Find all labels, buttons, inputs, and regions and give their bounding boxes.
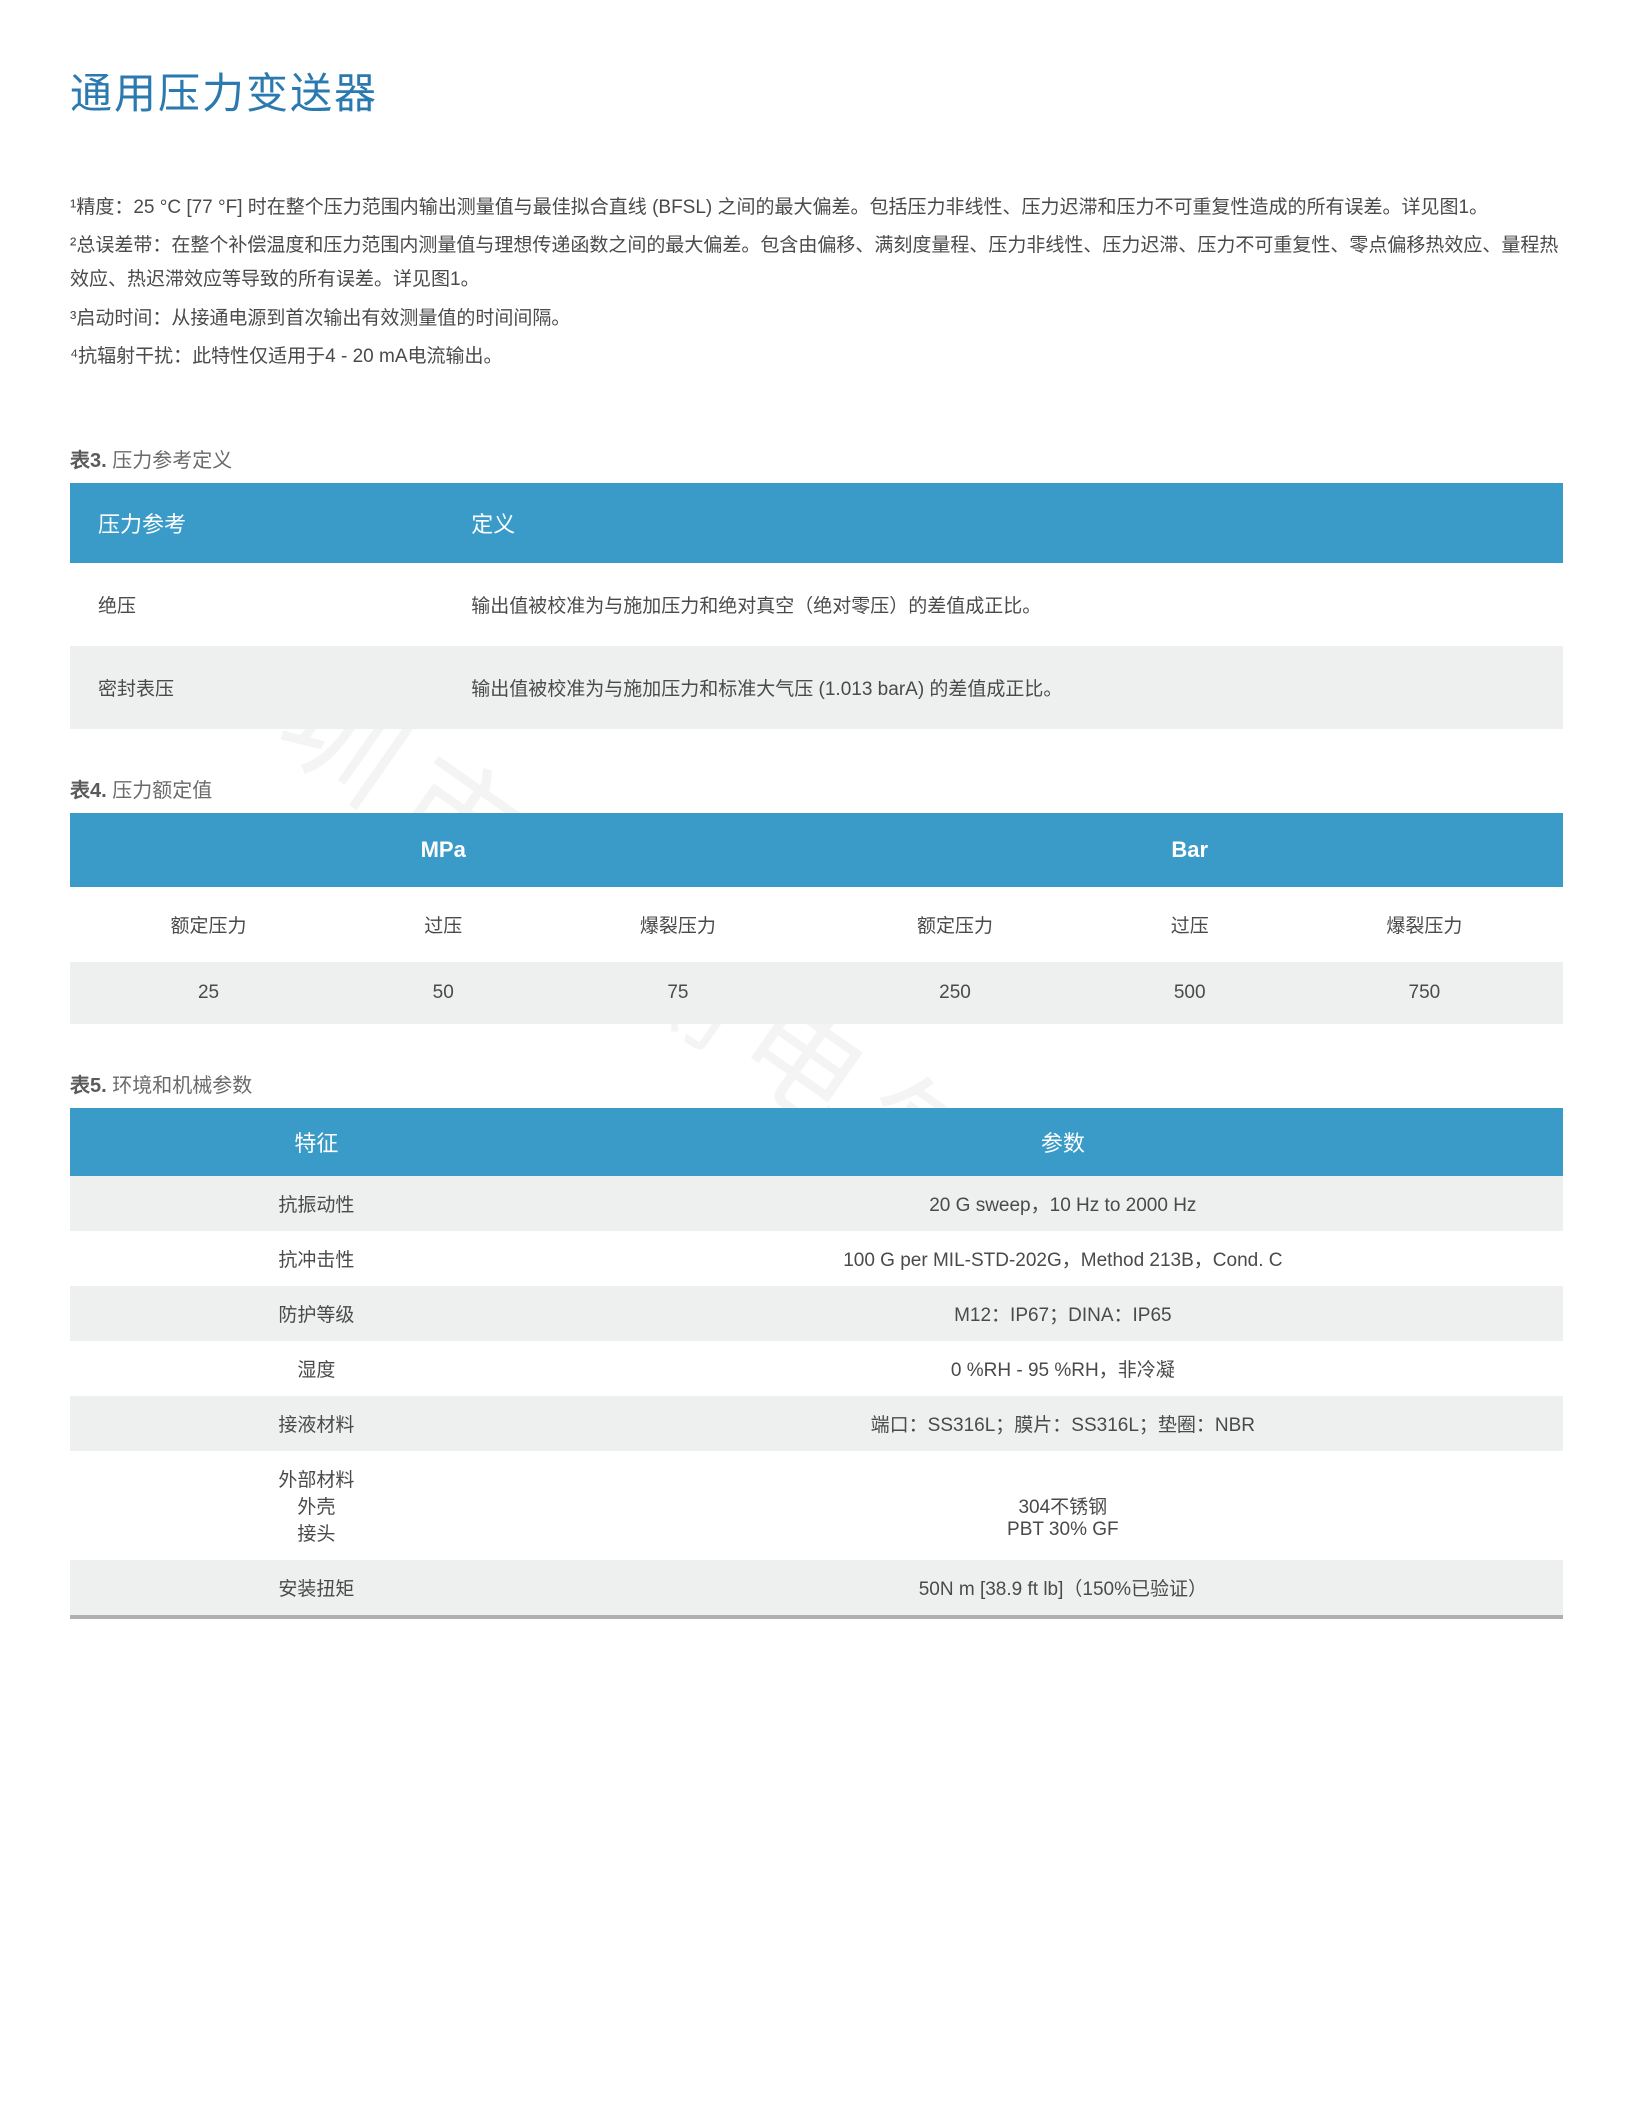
table4-val-0: 25 (70, 962, 347, 1024)
table3-r1-c1: 密封表压 (70, 646, 443, 729)
table5-r6-c2: 50N m [38.9 ft lb]（150%已验证） (563, 1560, 1563, 1617)
note-3: ³启动时间：从接通电源到首次输出有效测量值的时间间隔。 (70, 302, 1563, 336)
table4-val-5: 750 (1286, 962, 1563, 1024)
table4-sub-2: 爆裂压力 (539, 887, 816, 962)
table5-r5-c1-l1: 外部材料 (278, 1470, 354, 1491)
table-row: 接液材料 端口：SS316L；膜片：SS316L；垫圈：NBR (70, 1396, 1563, 1451)
note-2: ²总误差带：在整个补偿温度和压力范围内测量值与理想传递函数之间的最大偏差。包含由… (70, 229, 1563, 297)
table5-header-col1: 特征 (70, 1108, 563, 1176)
table5-r3-c2: 0 %RH - 95 %RH，非冷凝 (563, 1341, 1563, 1396)
table5-r1-c1: 抗冲击性 (70, 1231, 563, 1286)
table4-sub-3: 额定压力 (816, 887, 1093, 962)
table5-r5-c1: 外部材料 外壳 接头 (70, 1451, 563, 1560)
table5-r5-c2: 304不锈钢 PBT 30% GF (563, 1451, 1563, 1560)
note-1: ¹精度：25 °C [77 °F] 时在整个压力范围内输出测量值与最佳拟合直线 … (70, 191, 1563, 225)
table4-val-1: 50 (347, 962, 539, 1024)
table5-r2-c1: 防护等级 (70, 1286, 563, 1341)
table4: MPa Bar 额定压力 过压 爆裂压力 额定压力 过压 爆裂压力 25 50 … (70, 813, 1563, 1024)
table4-header-mpa: MPa (70, 813, 816, 887)
table-row: 绝压 输出值被校准为与施加压力和绝对真空（绝对零压）的差值成正比。 (70, 563, 1563, 646)
table5-caption-text: 环境和机械参数 (107, 1075, 253, 1097)
footnotes: ¹精度：25 °C [77 °F] 时在整个压力范围内输出测量值与最佳拟合直线 … (70, 191, 1563, 374)
table5-r0-c1: 抗振动性 (70, 1176, 563, 1231)
table-row: 抗振动性 20 G sweep，10 Hz to 2000 Hz (70, 1176, 1563, 1231)
table4-caption-prefix: 表4. (70, 780, 107, 802)
table3-header-row: 压力参考 定义 (70, 483, 1563, 563)
table5-r4-c2: 端口：SS316L；膜片：SS316L；垫圈：NBR (563, 1396, 1563, 1451)
table5-caption: 表5. 环境和机械参数 (70, 1069, 1563, 1098)
table3-caption-prefix: 表3. (70, 450, 107, 472)
table5: 特征 参数 抗振动性 20 G sweep，10 Hz to 2000 Hz 抗… (70, 1108, 1563, 1619)
table5-header-row: 特征 参数 (70, 1108, 1563, 1176)
table3-r1-c2: 输出值被校准为与施加压力和标准大气压 (1.013 barA) 的差值成正比。 (443, 646, 1563, 729)
table5-r6-c1: 安装扭矩 (70, 1560, 563, 1617)
table5-r2-c2: M12：IP67；DINA：IP65 (563, 1286, 1563, 1341)
table3-r0-c1: 绝压 (70, 563, 443, 646)
table4-val-3: 250 (816, 962, 1093, 1024)
page-title: 通用压力变送器 (70, 60, 1563, 121)
table3-caption: 表3. 压力参考定义 (70, 444, 1563, 473)
table4-sub-4: 过压 (1094, 887, 1286, 962)
table5-r4-c1: 接液材料 (70, 1396, 563, 1451)
table-row: 外部材料 外壳 接头 304不锈钢 PBT 30% GF (70, 1451, 1563, 1560)
table4-value-row: 25 50 75 250 500 750 (70, 962, 1563, 1024)
table5-r5-c2-l3: PBT 30% GF (1007, 1519, 1119, 1540)
table4-subheader-row: 额定压力 过压 爆裂压力 额定压力 过压 爆裂压力 (70, 887, 1563, 962)
table3-header-col1: 压力参考 (70, 483, 443, 563)
table4-sub-0: 额定压力 (70, 887, 347, 962)
table5-r5-c1-l2: 外壳 (297, 1497, 335, 1518)
table4-header-row: MPa Bar (70, 813, 1563, 887)
table5-r5-c1-l3: 接头 (297, 1524, 335, 1545)
table4-sub-5: 爆裂压力 (1286, 887, 1563, 962)
table-row: 抗冲击性 100 G per MIL-STD-202G，Method 213B，… (70, 1231, 1563, 1286)
table4-sub-1: 过压 (347, 887, 539, 962)
table4-caption: 表4. 压力额定值 (70, 774, 1563, 803)
note-4: ⁴抗辐射干扰：此特性仅适用于4 - 20 mA电流输出。 (70, 340, 1563, 374)
table3-r0-c2: 输出值被校准为与施加压力和绝对真空（绝对零压）的差值成正比。 (443, 563, 1563, 646)
table5-r5-c2-l2: 304不锈钢 (1018, 1497, 1107, 1518)
table-row: 安装扭矩 50N m [38.9 ft lb]（150%已验证） (70, 1560, 1563, 1617)
table5-caption-prefix: 表5. (70, 1075, 107, 1097)
table-row: 湿度 0 %RH - 95 %RH，非冷凝 (70, 1341, 1563, 1396)
table-row: 密封表压 输出值被校准为与施加压力和标准大气压 (1.013 barA) 的差值… (70, 646, 1563, 729)
table-row: 防护等级 M12：IP67；DINA：IP65 (70, 1286, 1563, 1341)
table5-r0-c2: 20 G sweep，10 Hz to 2000 Hz (563, 1176, 1563, 1231)
table4-val-2: 75 (539, 962, 816, 1024)
table4-header-bar: Bar (816, 813, 1563, 887)
table3-header-col2: 定义 (443, 483, 1563, 563)
table4-val-4: 500 (1094, 962, 1286, 1024)
table5-r1-c2: 100 G per MIL-STD-202G，Method 213B，Cond.… (563, 1231, 1563, 1286)
page-content: 通用压力变送器 ¹精度：25 °C [77 °F] 时在整个压力范围内输出测量值… (70, 60, 1563, 1619)
table3-caption-text: 压力参考定义 (107, 450, 233, 472)
table3: 压力参考 定义 绝压 输出值被校准为与施加压力和绝对真空（绝对零压）的差值成正比… (70, 483, 1563, 729)
table5-header-col2: 参数 (563, 1108, 1563, 1176)
table5-r3-c1: 湿度 (70, 1341, 563, 1396)
table4-caption-text: 压力额定值 (107, 780, 213, 802)
